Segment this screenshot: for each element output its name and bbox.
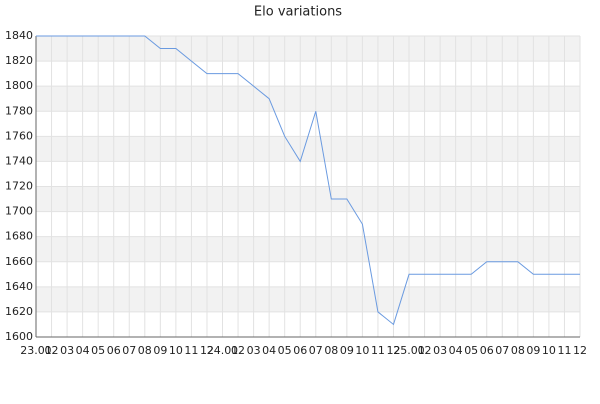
band bbox=[36, 186, 580, 212]
x-tick-label: 05 bbox=[464, 344, 478, 357]
x-tick-label: 10 bbox=[169, 344, 183, 357]
x-tick-label: 08 bbox=[324, 344, 338, 357]
x-tick-label: 05 bbox=[91, 344, 105, 357]
x-tick-label: 09 bbox=[340, 344, 354, 357]
y-tick-label: 1620 bbox=[5, 305, 33, 318]
x-tick-label: 04 bbox=[262, 344, 276, 357]
x-tick-label: 08 bbox=[511, 344, 525, 357]
x-tick-label: 10 bbox=[355, 344, 369, 357]
y-tick-label: 1600 bbox=[5, 330, 33, 343]
x-tick-label: 06 bbox=[480, 344, 494, 357]
x-tick-label: 03 bbox=[60, 344, 74, 357]
x-tick-label: 10 bbox=[542, 344, 556, 357]
x-tick-label: 09 bbox=[526, 344, 540, 357]
x-tick-label: 04 bbox=[449, 344, 463, 357]
x-tick-label: 25.01 bbox=[393, 344, 425, 357]
line bbox=[36, 35, 580, 326]
y-tick-label: 1660 bbox=[5, 255, 33, 268]
chart-title: Elo variations bbox=[254, 5, 342, 20]
x-tick-label: 07 bbox=[495, 344, 509, 357]
band bbox=[36, 236, 580, 262]
y-tick-label: 1680 bbox=[5, 230, 33, 243]
y-tick-label: 1800 bbox=[5, 79, 33, 92]
x-tick-label: 11 bbox=[371, 344, 385, 357]
x-tick-label: 02 bbox=[231, 344, 245, 357]
x-tick-label: 12 bbox=[573, 344, 587, 357]
y-tick-label: 1780 bbox=[5, 104, 33, 117]
x-tick-label: 12 bbox=[386, 344, 400, 357]
band bbox=[36, 136, 580, 162]
x-tick-label: 03 bbox=[247, 344, 261, 357]
x-tick-label: 03 bbox=[433, 344, 447, 357]
x-tick-label: 11 bbox=[184, 344, 198, 357]
y-tick-label: 1640 bbox=[5, 280, 33, 293]
band bbox=[36, 36, 580, 62]
y-tick-label: 1760 bbox=[5, 129, 33, 142]
x-tick-label: 12 bbox=[200, 344, 214, 357]
y-tick-label: 1840 bbox=[5, 29, 33, 42]
x-tick-label: 08 bbox=[138, 344, 152, 357]
x-tick-label: 04 bbox=[76, 344, 90, 357]
band bbox=[36, 86, 580, 112]
y-tick-label: 1700 bbox=[5, 205, 33, 218]
band bbox=[36, 286, 580, 312]
x-tick-label: 07 bbox=[309, 344, 323, 357]
x-tick-label: 05 bbox=[278, 344, 292, 357]
y-tick-label: 1720 bbox=[5, 180, 33, 193]
x-tick-label: 23.01 bbox=[20, 344, 52, 357]
x-tick-label: 02 bbox=[45, 344, 59, 357]
y-tick-label: 1820 bbox=[5, 54, 33, 67]
x-tick-label: 09 bbox=[153, 344, 167, 357]
y-tick-label: 1740 bbox=[5, 154, 33, 167]
x-tick-label: 07 bbox=[122, 344, 136, 357]
x-tick-label: 06 bbox=[107, 344, 121, 357]
x-tick-label: 06 bbox=[293, 344, 307, 357]
x-tick-label: 11 bbox=[557, 344, 571, 357]
x-tick-label: 02 bbox=[418, 344, 432, 357]
x-tick-label: 24.01 bbox=[207, 344, 239, 357]
